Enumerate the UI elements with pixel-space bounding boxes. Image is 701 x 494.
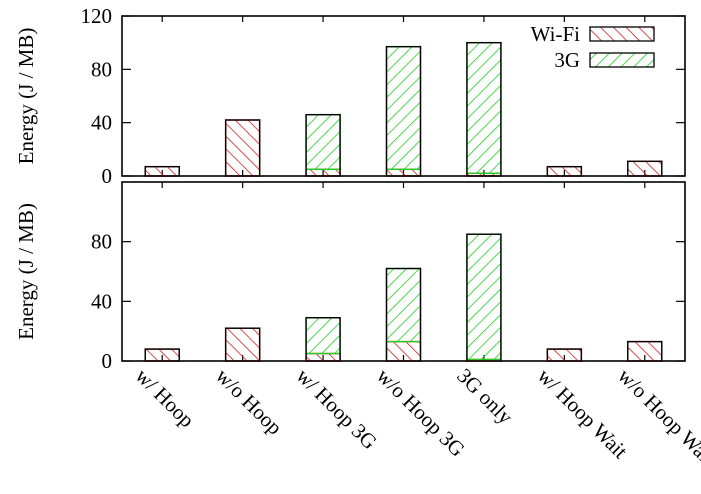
bar-wifi — [546, 165, 583, 177]
y-tick-label: 120 — [81, 4, 113, 28]
bar-outline — [224, 119, 261, 177]
bar-wifi — [144, 348, 180, 362]
bar-3g — [385, 45, 422, 171]
bar-outline — [466, 41, 502, 177]
bar-wifi — [385, 168, 422, 177]
bar-outline — [385, 267, 422, 362]
bar-3g — [466, 41, 502, 175]
y-axis-title: Energy (J / MB) — [14, 203, 38, 340]
bar-3g — [385, 267, 422, 343]
bar-wifi — [627, 160, 663, 177]
bar-outline — [546, 165, 583, 177]
y-tick-label: 40 — [91, 289, 112, 313]
bar-outline — [546, 348, 583, 362]
y-tick-label: 80 — [91, 57, 112, 81]
bar-wifi — [305, 168, 341, 177]
y-tick-label: 0 — [102, 349, 113, 373]
bar-outline — [305, 317, 341, 362]
category-label: 3G only — [452, 364, 518, 430]
bar-3g — [466, 233, 502, 361]
bar-outline — [144, 348, 180, 362]
legend-label-3g: 3G — [554, 48, 580, 72]
bar-wifi — [224, 119, 261, 177]
bar-outline — [224, 327, 261, 362]
category-label: w/o Hoop Wait — [613, 364, 701, 471]
bar-outline — [627, 160, 663, 177]
bar-wifi — [385, 340, 422, 362]
legend-swatch-wifi — [589, 26, 655, 42]
legend-swatch-3g — [589, 52, 655, 68]
bar-wifi — [546, 348, 583, 362]
y-tick-label: 0 — [102, 164, 113, 188]
bar-wifi — [224, 327, 261, 362]
bar-3g — [305, 317, 341, 355]
legend-label-wifi: Wi-Fi — [531, 22, 580, 46]
category-label: w/ Hoop 3G — [292, 364, 382, 454]
y-tick-label: 80 — [91, 230, 112, 254]
y-axis-title: Energy (J / MB) — [14, 28, 38, 165]
chart-panel-top: 0 40 80 120 Energy (J / MB) — [14, 4, 686, 188]
bar-outline — [466, 233, 502, 362]
bar-outline — [627, 340, 663, 362]
category-label: w/ Hoop — [131, 364, 200, 433]
bar-wifi — [305, 352, 341, 362]
bar-3g — [305, 113, 341, 171]
y-tick-label: 40 — [91, 111, 112, 135]
bar-outline — [305, 113, 341, 177]
bar-wifi — [144, 165, 180, 177]
bar-wifi — [627, 340, 663, 362]
chart-panel-bottom: 0 40 80 Energy (J / MB) — [14, 181, 686, 373]
bar-outline — [144, 165, 180, 177]
bar-outline — [385, 45, 422, 177]
category-label: w/o Hoop — [211, 364, 287, 440]
